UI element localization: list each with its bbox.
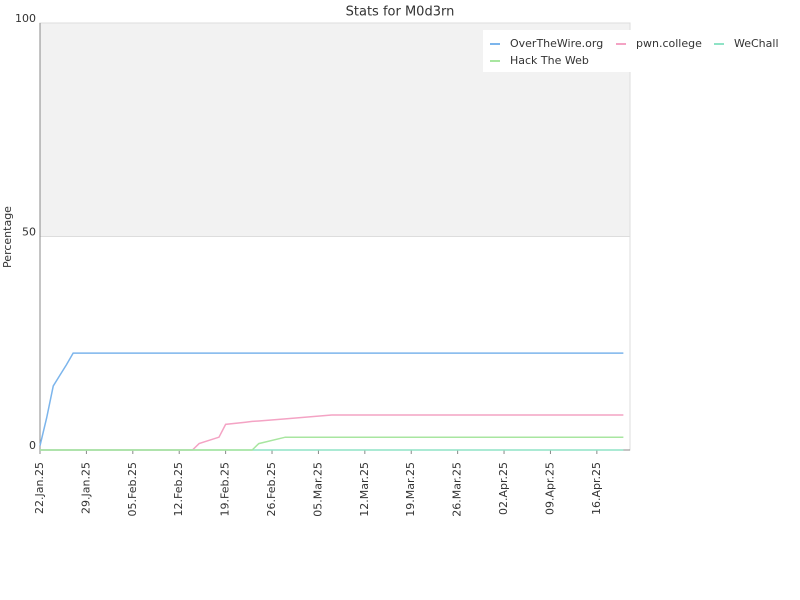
chart-title: Stats for M0d3rn: [346, 5, 455, 20]
series-line: [39, 352, 624, 446]
y-tick-label: 100: [15, 12, 36, 25]
legend-label: pwn.college: [636, 37, 702, 50]
x-tick-label: 26.Mar.25: [451, 462, 464, 517]
legend-label: Hack The Web: [510, 54, 589, 67]
x-tick-label: 05.Feb.25: [126, 462, 139, 516]
x-tick-label: 19.Feb.25: [219, 462, 232, 516]
legend-label: WeChall: [734, 37, 779, 50]
y-axis-label: Percentage: [1, 206, 14, 268]
legend-box: [483, 30, 785, 72]
x-tick-label: 22.Jan.25: [33, 462, 46, 514]
x-tick-label: 09.Apr.25: [543, 462, 556, 515]
x-tick-label: 12.Mar.25: [358, 462, 371, 517]
y-tick-label: 50: [22, 226, 36, 239]
x-tick-label: 02.Apr.25: [497, 462, 510, 515]
x-tick-label: 05.Mar.25: [311, 462, 324, 517]
x-tick-label: 16.Apr.25: [590, 462, 603, 515]
series-line: [40, 436, 624, 451]
y-tick-label: 0: [29, 439, 36, 452]
x-tick-label: 29.Jan.25: [79, 462, 92, 514]
x-tick-label: 12.Feb.25: [172, 462, 185, 516]
series-line: [40, 414, 624, 451]
x-tick-label: 19.Mar.25: [404, 462, 417, 517]
legend-label: OverTheWire.org: [510, 37, 603, 50]
x-tick-label: 26.Feb.25: [265, 462, 278, 516]
